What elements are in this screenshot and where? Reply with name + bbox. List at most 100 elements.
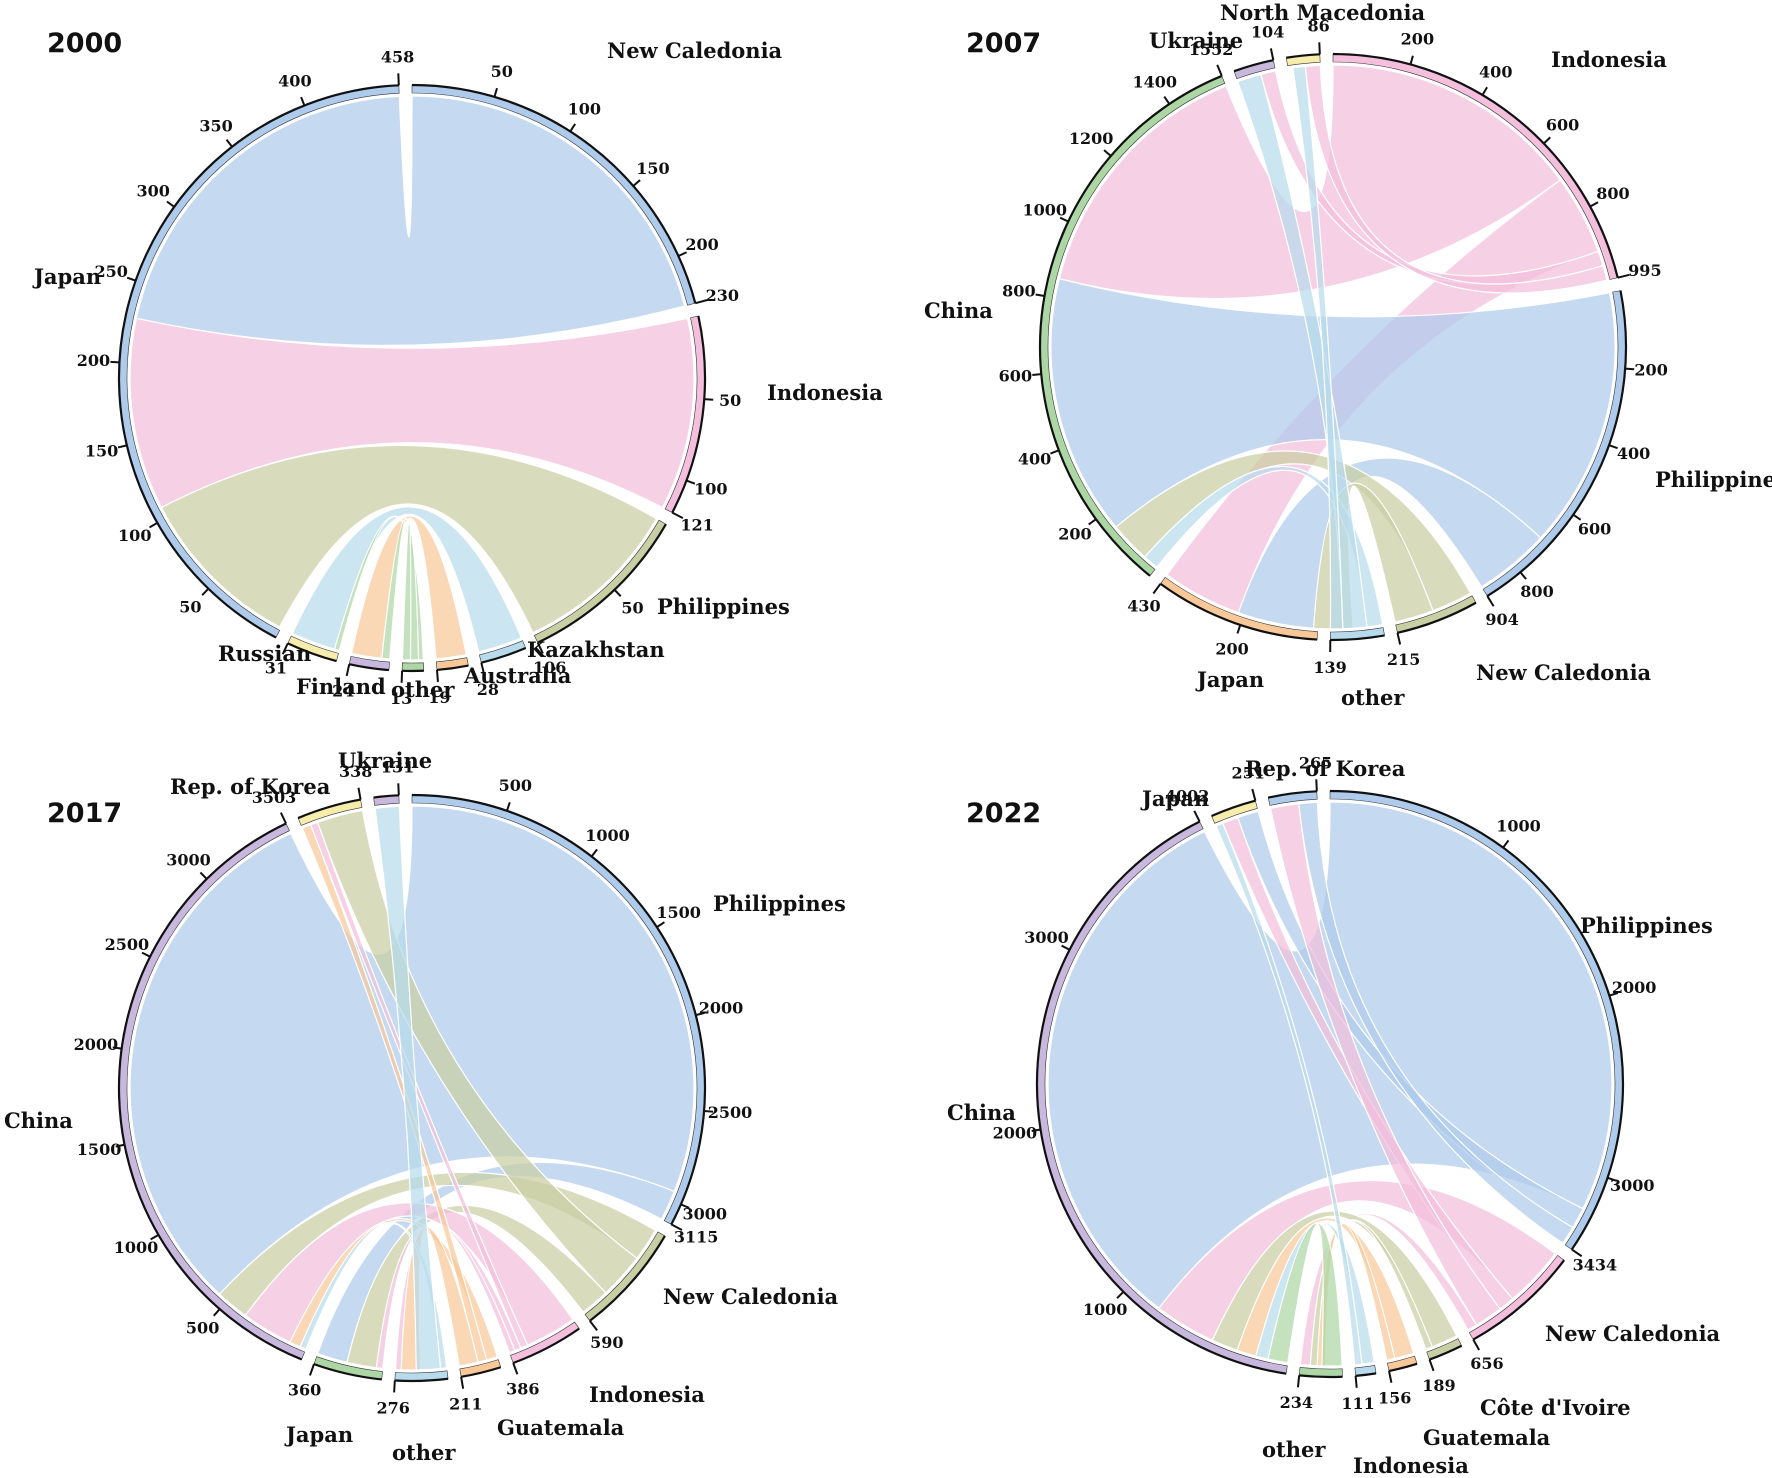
total-label-japan: 458 — [381, 47, 414, 66]
label-2007-japan: Japan — [1195, 667, 1264, 692]
tick-china-800 — [1035, 293, 1045, 298]
label-2022-guatemala: Guatemala — [1423, 1425, 1551, 1450]
label-2017-new-caledonia: New Caledonia — [663, 1284, 839, 1309]
ribbon-indonesia-to-japan — [1215, 822, 1363, 1366]
tick-china-1400 — [1163, 95, 1171, 105]
total-tick-new-caledonia — [1396, 632, 1402, 645]
year-title-2007: 2007 — [966, 28, 1041, 59]
tick-japan-150 — [117, 444, 128, 449]
tick-indonesia-400 — [1481, 86, 1488, 96]
tick-label-china-2500: 2500 — [105, 935, 150, 954]
tick-japan-350 — [225, 139, 233, 148]
total-tick-russian — [281, 642, 289, 655]
tick-philippines-800 — [1519, 571, 1527, 580]
tick-label-philippines-600: 600 — [1578, 520, 1611, 539]
label-2022-other: other — [1262, 1437, 1326, 1462]
total-tick-japan — [1152, 583, 1162, 595]
total-label-china: 1552 — [1189, 40, 1234, 59]
arc-rim-indonesia — [1355, 1372, 1377, 1377]
label-2017-indonesia: Indonesia — [589, 1382, 705, 1407]
arc-rim-rep-of-korea — [297, 798, 361, 820]
label-2007-china: China — [924, 298, 993, 323]
chord-panel-2000: 50 100 150 200 230 50 100 121 50 106 28 19 13 24 31 50 1… — [77, 47, 742, 708]
total-label-other: 139 — [1313, 658, 1346, 677]
total-label-rep-of-korea: 338 — [339, 762, 372, 781]
label-2007-indonesia: Indonesia — [1551, 47, 1667, 72]
tick-china-2500 — [141, 951, 151, 958]
tick-label-china-400: 400 — [1018, 450, 1051, 469]
total-label-guatemala: 156 — [1378, 1388, 1411, 1407]
tick-china-600 — [1032, 373, 1042, 376]
chord-panel-2017: 500 1000 1500 2000 2500 3000 3115 590 386 211 276 3… — [74, 757, 753, 1417]
label-2022-new-caledonia: New Caledonia — [1545, 1321, 1721, 1346]
arc-rim-new-caledonia — [589, 1235, 666, 1322]
tick-new-caledonia-50 — [493, 87, 498, 98]
arc-rim-ukraine — [1233, 59, 1274, 73]
tick-china-1000 — [1116, 1291, 1125, 1299]
arc-rim-other — [1330, 634, 1385, 642]
arc-rim-china — [1038, 74, 1223, 577]
tick-label-new-caledonia-150: 150 — [636, 159, 669, 178]
total-label-philippines: 3115 — [674, 1227, 719, 1246]
total-label-philippines: 3434 — [1573, 1255, 1618, 1274]
tick-china-1000 — [150, 1233, 159, 1241]
tick-label-china-1000: 1000 — [1083, 1300, 1128, 1319]
tick-label-new-caledonia-50: 50 — [491, 62, 513, 81]
total-label-japan: 251 — [1232, 764, 1265, 783]
arc-rim-other — [1299, 1374, 1343, 1379]
tick-label-china-500: 500 — [186, 1319, 219, 1338]
tick-label-philippines-3000: 3000 — [1610, 1176, 1655, 1195]
total-tick-other — [393, 1380, 396, 1393]
tick-label-indonesia-400: 400 — [1479, 63, 1512, 82]
tick-label-china-800: 800 — [1002, 282, 1035, 301]
total-label-guatemala: 211 — [449, 1394, 482, 1413]
total-label-japan: 360 — [288, 1381, 321, 1400]
total-tick-ukraine — [397, 783, 400, 796]
label-2000-philippines: Philippines — [657, 594, 790, 619]
total-label-indonesia: 111 — [1341, 1394, 1374, 1413]
total-tick-indonesia — [1354, 1375, 1358, 1388]
arc-rim-guatemala — [460, 1366, 502, 1378]
tick-japan-400 — [300, 96, 306, 106]
tick-label-philippines-3000: 3000 — [683, 1205, 728, 1224]
ribbons — [1047, 801, 1613, 1367]
tick-label-philippines-500: 500 — [499, 776, 532, 795]
tick-philippines-600 — [1572, 513, 1582, 521]
total-tick-china — [279, 812, 287, 824]
tick-indonesia-200 — [1409, 55, 1414, 65]
tick-label-china-2000: 2000 — [993, 1124, 1038, 1143]
arc-rim-north-macedonia — [1286, 53, 1320, 59]
tick-japan-300 — [166, 200, 175, 208]
arc-rim-finland — [349, 663, 389, 672]
tick-label-philippines-2000: 2000 — [1612, 978, 1657, 997]
total-tick-philippines — [1571, 1248, 1583, 1258]
tick-china-1200 — [1103, 149, 1112, 157]
tick-label-china-1000: 1000 — [114, 1238, 159, 1257]
arc-rim-other — [394, 1377, 449, 1383]
tick-label-philippines-1000: 1000 — [1496, 817, 1541, 836]
total-tick-guatemala — [460, 1376, 465, 1389]
arc-rim-rep-of-korea — [1267, 790, 1317, 799]
arc-rim-australia — [436, 664, 469, 672]
total-label-indonesia: 995 — [1628, 261, 1661, 280]
ribbon-guatemala-to-rep-of-korea — [301, 824, 488, 1363]
ribbons — [129, 805, 695, 1371]
total-label-china: 3503 — [252, 788, 297, 807]
tick-label-china-600: 600 — [999, 367, 1032, 386]
total-tick-china — [1193, 810, 1201, 823]
total-tick-japan — [309, 1363, 315, 1376]
total-label-philippines: 106 — [533, 658, 566, 677]
tick-philippines-1000 — [1502, 839, 1510, 849]
tick-china-2000 — [112, 1046, 122, 1050]
tick-china-500 — [213, 1308, 221, 1317]
tick-japan-100 — [149, 522, 158, 529]
tick-label-philippines-200: 200 — [1634, 361, 1667, 380]
tick-philippines-200 — [1625, 367, 1635, 371]
tick-philippines-1000 — [590, 848, 598, 858]
tick-china-3000 — [199, 871, 208, 880]
tick-philippines-50 — [613, 589, 622, 597]
tick-label-philippines-1000: 1000 — [585, 826, 630, 845]
arc-rim-new-caledonia — [411, 83, 697, 304]
arc-rim-philippines — [1329, 789, 1625, 1251]
node-arcs: 2004006008009952004006008009042151392004… — [999, 16, 1668, 677]
